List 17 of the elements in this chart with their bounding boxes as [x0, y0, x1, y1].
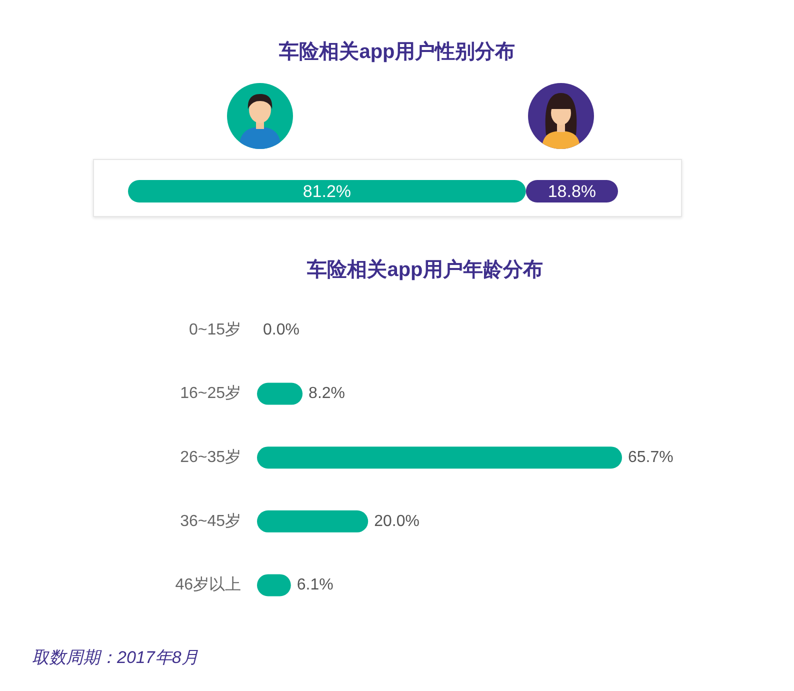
- y-tick-label: 36~45岁: [180, 512, 241, 530]
- data-label: 0.0%: [263, 321, 300, 338]
- y-tick-label: 0~15岁: [188, 320, 241, 338]
- y-tick-label: 26~35岁: [180, 448, 241, 466]
- data-label: 6.1%: [296, 576, 334, 594]
- chart-title: 车险相关app用户年龄分布: [306, 258, 544, 283]
- bar: [257, 510, 368, 532]
- bar: [257, 446, 622, 469]
- text: 取数周期：2017年8月: [32, 647, 198, 669]
- y-tick-label: 46岁以上: [175, 576, 241, 594]
- y-tick-label: 16~25岁: [180, 384, 241, 402]
- data-label: 81.2%: [302, 182, 352, 201]
- chart-title: 车险相关app用户性别分布: [278, 40, 516, 65]
- data-label: 65.7%: [628, 449, 674, 466]
- data-label: 20.0%: [374, 512, 420, 530]
- data-label: 8.2%: [308, 385, 346, 402]
- data-label: 18.8%: [548, 182, 596, 201]
